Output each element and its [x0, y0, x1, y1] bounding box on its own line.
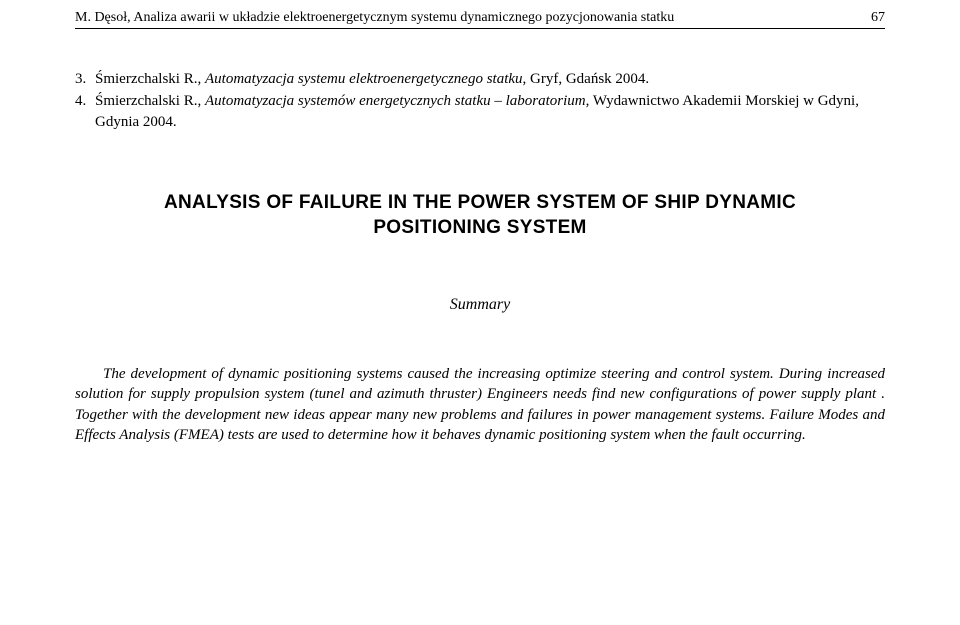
- section-title: ANALYSIS OF FAILURE IN THE POWER SYSTEM …: [75, 190, 885, 241]
- page-number: 67: [871, 10, 885, 26]
- reference-title: Automatyzacja systemu elektroenergetyczn…: [205, 71, 523, 87]
- reference-text: Śmierzchalski R., Automatyzacja systemu …: [95, 69, 885, 89]
- reference-tail: , Gryf, Gdańsk 2004.: [523, 71, 650, 87]
- summary-body: The development of dynamic positioning s…: [75, 364, 885, 445]
- reference-item: 3. Śmierzchalski R., Automatyzacja syste…: [75, 69, 885, 89]
- reference-author: Śmierzchalski R.,: [95, 93, 205, 109]
- summary-label: Summary: [75, 296, 885, 314]
- running-header: M. Dęsoł, Analiza awarii w układzie elek…: [75, 10, 885, 29]
- section-title-line: ANALYSIS OF FAILURE IN THE POWER SYSTEM …: [75, 190, 885, 216]
- running-header-title: M. Dęsoł, Analiza awarii w układzie elek…: [75, 10, 851, 26]
- reference-number: 4.: [75, 91, 95, 132]
- references-block: 3. Śmierzchalski R., Automatyzacja syste…: [75, 69, 885, 132]
- reference-item: 4. Śmierzchalski R., Automatyzacja syste…: [75, 91, 885, 132]
- reference-author: Śmierzchalski R.,: [95, 71, 205, 87]
- reference-text: Śmierzchalski R., Automatyzacja systemów…: [95, 91, 885, 132]
- reference-title: Automatyzacja systemów energetycznych st…: [205, 93, 586, 109]
- section-title-line: POSITIONING SYSTEM: [75, 215, 885, 241]
- reference-number: 3.: [75, 69, 95, 89]
